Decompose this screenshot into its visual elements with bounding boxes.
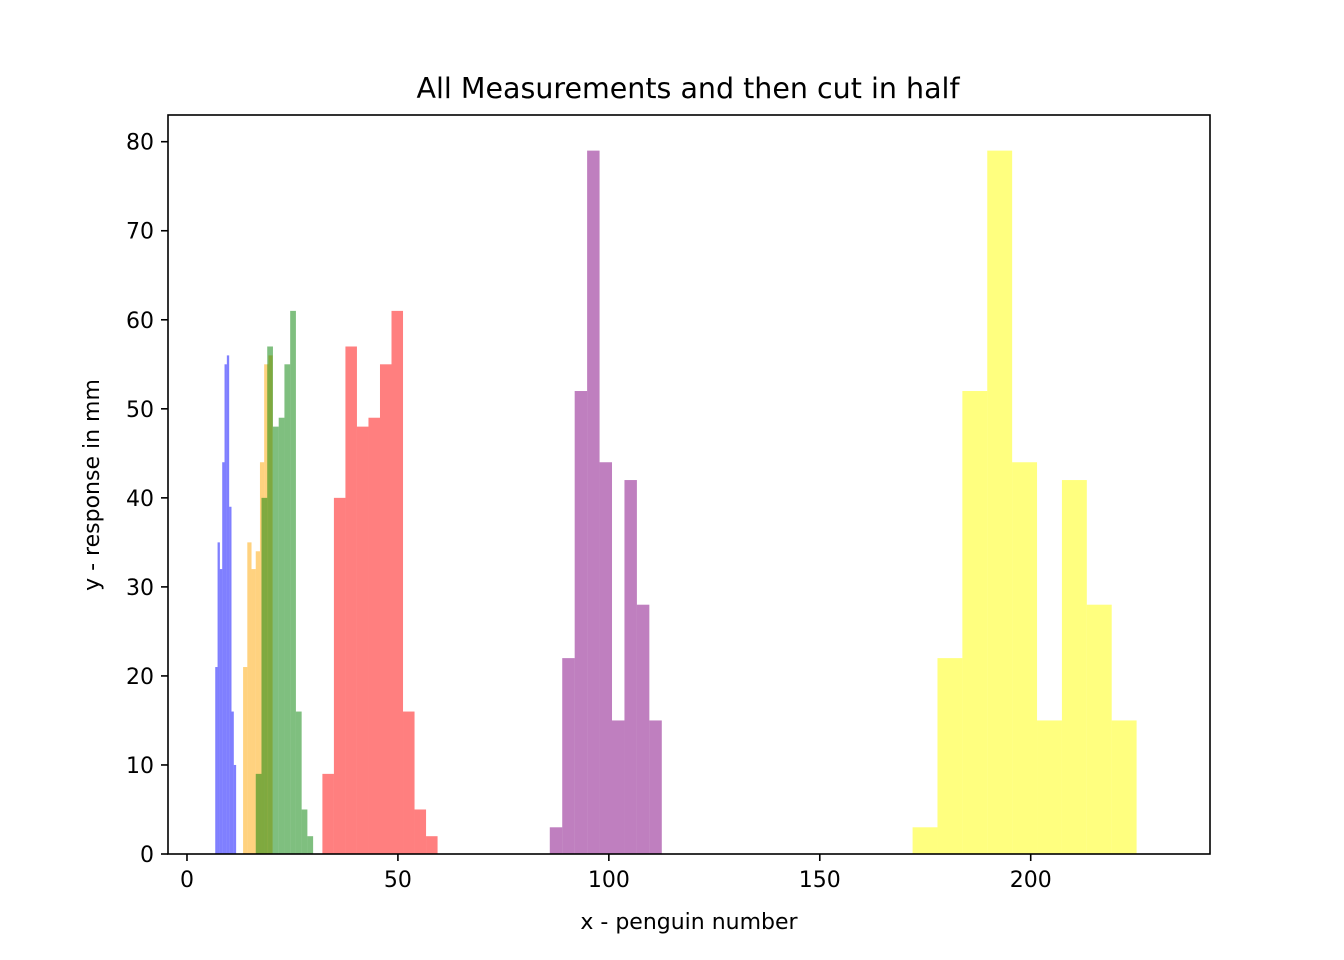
histogram-bar	[574, 391, 588, 854]
histogram-bar	[333, 497, 346, 854]
histogram-bar	[937, 658, 963, 854]
histogram-bar	[272, 426, 279, 854]
y-tick-label: 60	[126, 309, 154, 334]
histogram-bar	[231, 711, 234, 854]
histogram-bar	[414, 809, 427, 854]
axes-frame	[167, 114, 1211, 855]
x-axis: 0 50 100 150 200	[180, 854, 1052, 893]
y-axis: 0 10 20 30 40 50 60 70 80	[126, 131, 168, 868]
histogram-bar	[290, 310, 296, 854]
histogram-bar	[224, 364, 227, 854]
x-axis-label: x - penguin number	[580, 910, 798, 935]
histogram-bar	[345, 346, 357, 854]
histogram-series-3	[255, 310, 314, 854]
histogram-bar	[301, 809, 308, 854]
x-tick-label: 100	[588, 868, 630, 893]
histogram-bar	[278, 417, 285, 854]
histogram-bar	[267, 346, 273, 854]
histogram-bar	[233, 764, 237, 854]
histogram-bar	[1111, 720, 1137, 854]
histogram-bar	[219, 569, 223, 854]
y-tick-label: 30	[126, 576, 154, 601]
y-tick-label: 20	[126, 665, 154, 690]
histogram-bar	[226, 355, 230, 854]
chart-title: All Measurements and then cut in half	[416, 72, 960, 105]
histogram-bar	[599, 462, 613, 854]
histogram-bar	[284, 364, 291, 854]
histogram-bar	[229, 506, 232, 854]
x-tick-label: 150	[799, 868, 841, 893]
histogram-bar	[426, 836, 438, 854]
histogram-bar	[1061, 480, 1087, 854]
histogram-bar	[403, 711, 415, 854]
histogram-bar	[549, 827, 563, 854]
histogram-bar	[391, 310, 404, 854]
y-tick-label: 50	[126, 398, 154, 423]
histogram-bar	[379, 364, 392, 854]
y-tick-label: 0	[140, 843, 154, 868]
histogram-bar	[987, 150, 1013, 855]
histogram-bar	[649, 720, 662, 854]
histogram-series-4	[322, 310, 438, 854]
histogram-bar	[912, 827, 938, 854]
histogram-bar	[624, 480, 637, 854]
histogram-bar	[562, 658, 575, 854]
histogram-bar	[1012, 462, 1038, 854]
histogram-bar	[307, 836, 314, 854]
histogram-bar	[587, 150, 600, 855]
histogram-bar	[356, 426, 369, 854]
histogram-bar	[251, 569, 256, 854]
histogram-bar	[217, 542, 220, 854]
histogram-bar	[215, 667, 218, 854]
histogram-bar	[261, 497, 268, 854]
histogram-bar	[295, 711, 302, 854]
histogram-bar	[255, 773, 262, 854]
histogram-bar	[368, 417, 380, 854]
y-axis-label: y - response in mm	[80, 379, 105, 591]
y-tick-label: 10	[126, 754, 154, 779]
y-tick-label: 40	[126, 487, 154, 512]
histogram-bar	[322, 773, 334, 854]
histogram-bar	[1037, 720, 1062, 854]
histogram-bar	[243, 667, 248, 854]
histogram-bar	[636, 604, 650, 854]
histogram-bar	[255, 551, 260, 854]
x-tick-label: 0	[180, 868, 194, 893]
histogram-series-1	[215, 355, 237, 854]
x-tick-label: 50	[384, 868, 412, 893]
histogram-bar	[222, 462, 225, 854]
plot-area	[215, 150, 1137, 855]
x-tick-label: 200	[1010, 868, 1052, 893]
y-tick-label: 80	[126, 131, 154, 156]
histogram-bar	[612, 720, 625, 854]
histogram-bar	[962, 391, 988, 854]
histogram-bar	[1086, 604, 1112, 854]
histogram-series-5	[549, 150, 662, 855]
y-tick-label: 70	[126, 220, 154, 245]
histogram-bar	[247, 542, 252, 854]
histogram-series-6	[912, 150, 1137, 855]
